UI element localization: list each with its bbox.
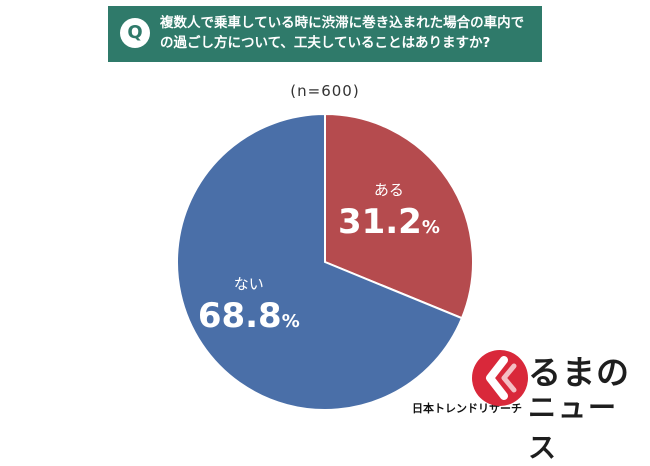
pie-slice-nai [176,112,464,411]
question-text: 複数人で乗車している時に渋滞に巻き込まれた場合の車内での過ごし方について、工夫し… [160,15,525,51]
slice-value-aru: 31.2% [338,202,440,242]
sample-size: (n=600) [290,82,360,100]
kuruma-news-logo-icon [472,350,528,406]
slice-value-nai: 68.8% [198,296,300,336]
slice-label-nai: ない [234,275,264,293]
logo-text-line1: るまの [528,353,630,392]
pie-slice-aru [324,112,474,320]
pie-chart: ある 31.2% ない 68.8% [176,112,474,411]
kuruma-news-logo: るまの ニュース [470,340,645,464]
slice-label-aru: ある [374,181,404,199]
question-header: Q 複数人で乗車している時に渋滞に巻き込まれた場合の車内での過ごし方について、工… [108,6,542,62]
logo-text-line2: ニュース [528,391,619,464]
question-badge: Q [120,18,150,48]
